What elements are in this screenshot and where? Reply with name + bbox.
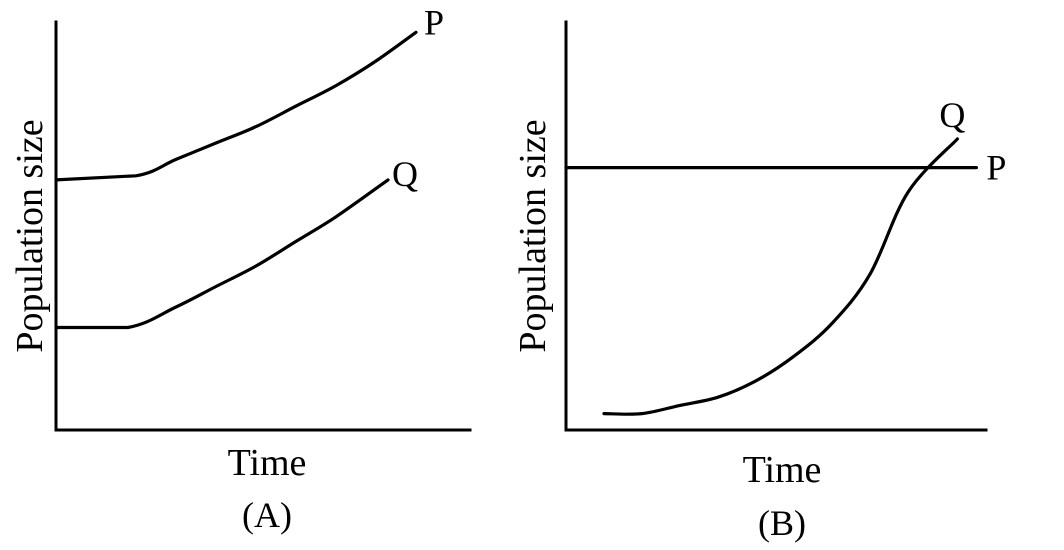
- panel-b-series-q-line: [602, 137, 959, 416]
- panel-a-series-q-label: Q: [392, 154, 418, 194]
- panel-b-series-p-label: P: [986, 148, 1006, 188]
- panel-a-x-axis-label: Time: [228, 442, 307, 484]
- panel-b-label: (B): [758, 503, 806, 543]
- panel-a-y-axis-label: Population size: [9, 119, 51, 352]
- panel-b-y-axis-label: Population size: [512, 119, 554, 352]
- panel-a-series-p-label: P: [424, 2, 444, 42]
- panel-a-series-p-line: [54, 30, 418, 182]
- panel-b-x-axis-label: Time: [743, 449, 822, 491]
- panel-a-chart: Population size Time (A) P Q: [9, 2, 472, 535]
- panel-b-series-q-label: Q: [939, 95, 965, 135]
- panel-a-series-q-line: [54, 178, 390, 330]
- panel-b-chart: Population size Time (B) PQ: [512, 20, 1006, 543]
- panel-a-label: (A): [242, 495, 292, 535]
